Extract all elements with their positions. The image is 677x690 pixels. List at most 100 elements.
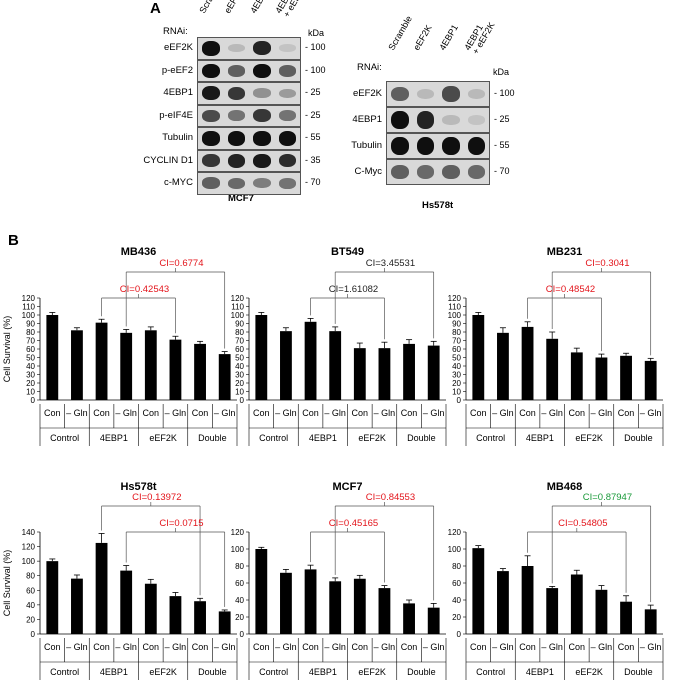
protein-band	[253, 131, 271, 146]
blot-strip	[197, 104, 301, 127]
molecular-weight-marker: - 55	[494, 140, 510, 150]
protein-band	[391, 86, 409, 102]
y-tick-label: 80	[452, 562, 461, 571]
bar	[546, 338, 559, 400]
y-tick-label: 60	[235, 345, 244, 354]
bar-condition-label: Con	[93, 408, 110, 418]
bar-condition-label: Con	[618, 408, 635, 418]
protein-band	[442, 164, 460, 180]
y-tick-label: 120	[231, 528, 245, 537]
molecular-weight-marker: - 55	[305, 132, 321, 143]
chart-title: BT549	[331, 246, 364, 258]
y-tick-label: 120	[22, 294, 36, 303]
hs578t-kda-label: kDa	[493, 67, 510, 77]
bar-condition-label: – Gln	[66, 642, 88, 652]
blot-strip	[197, 82, 301, 105]
y-tick-label: 20	[235, 613, 244, 622]
y-tick-label: 10	[452, 388, 461, 397]
bar	[255, 315, 268, 400]
bar-condition-label: – Gln	[374, 642, 396, 652]
bar	[46, 561, 59, 634]
bar-condition-label: – Gln	[591, 642, 613, 652]
bar-condition-label: – Gln	[66, 408, 88, 418]
blot-row-label: Tubulin	[162, 132, 193, 144]
group-label: 4EBP1	[100, 667, 128, 677]
group-label: 4EBP1	[526, 433, 554, 443]
y-tick-label: 50	[452, 354, 461, 363]
blot-row-label: 4EBP1	[352, 114, 382, 125]
bar	[95, 322, 108, 400]
bar-condition-label: Con	[401, 408, 418, 418]
protein-band	[227, 177, 245, 189]
group-label: Control	[50, 433, 79, 443]
blot-strip	[197, 127, 301, 150]
mcf7-rnai-label: RNAi:	[163, 26, 188, 37]
bar	[144, 330, 157, 400]
bar-condition-label: Con	[401, 642, 418, 652]
blot-strip	[386, 107, 490, 133]
group-label: eEF2K	[575, 667, 603, 677]
group-label: 4EBP1	[309, 433, 337, 443]
y-tick-label: 20	[26, 379, 35, 388]
molecular-weight-marker: - 25	[305, 109, 321, 120]
y-tick-label: 20	[26, 615, 35, 624]
protein-band	[253, 88, 271, 99]
molecular-weight-marker: - 100	[305, 64, 326, 75]
ci-annotation: CI=1.61082	[329, 284, 378, 295]
group-label: Double	[198, 433, 227, 443]
molecular-weight-marker: - 25	[494, 114, 510, 124]
bar	[378, 348, 391, 400]
bar	[620, 601, 632, 634]
y-tick-label: 30	[26, 371, 35, 380]
protein-band	[202, 154, 220, 168]
mcf7-western-blot: RNAi: kDa MCF7 ScrambleeEF2K4EBP14EBP1+ …	[0, 0, 340, 210]
y-tick-label: 0	[240, 630, 245, 639]
protein-band	[227, 110, 245, 122]
blot-strip	[386, 159, 490, 185]
y-tick-label: 100	[231, 311, 245, 320]
bar-condition-label: – Gln	[640, 642, 662, 652]
ci-annotation: CI=0.84553	[366, 492, 415, 503]
y-tick-label: 110	[231, 303, 244, 312]
bar	[120, 332, 133, 400]
protein-band	[391, 164, 409, 180]
y-tick-label: 30	[452, 371, 461, 380]
bar	[644, 360, 657, 400]
group-label: Control	[476, 433, 505, 443]
y-tick-label: 80	[235, 328, 244, 337]
bar-condition-label: Con	[192, 642, 209, 652]
y-tick-label: 10	[235, 388, 244, 397]
ci-annotation: CI=0.87947	[583, 492, 632, 503]
bar-condition-label: Con	[93, 642, 110, 652]
bar	[620, 355, 632, 400]
blot-row-label: CYCLIN D1	[143, 154, 193, 166]
group-label: Control	[50, 667, 79, 677]
blot-row-label: 4EBP1	[163, 87, 193, 99]
bar-condition-label: – Gln	[214, 642, 236, 652]
bar	[280, 572, 292, 634]
ci-annotation: CI=0.0715	[159, 518, 203, 529]
y-tick-label: 0	[457, 630, 462, 639]
group-label: eEF2K	[358, 433, 386, 443]
protein-band	[253, 109, 271, 123]
group-label: 4EBP1	[526, 667, 554, 677]
ci-annotation: CI=0.6774	[159, 258, 203, 269]
group-label: eEF2K	[575, 433, 603, 443]
bar-condition-label: Con	[253, 408, 270, 418]
protein-band	[227, 131, 245, 146]
y-tick-label: 40	[452, 596, 461, 605]
y-tick-label: 20	[452, 379, 461, 388]
bar	[329, 331, 342, 400]
molecular-weight-marker: - 35	[305, 154, 321, 165]
bar-condition-label: – Gln	[275, 642, 297, 652]
mcf7-kda-label: kDa	[308, 28, 325, 38]
bar-condition-label: – Gln	[640, 408, 662, 418]
y-tick-label: 60	[235, 579, 244, 588]
bar	[427, 345, 440, 400]
bar	[472, 315, 485, 400]
bar-condition-label: Con	[143, 408, 160, 418]
blot-strip	[386, 81, 490, 107]
protein-band	[416, 88, 434, 100]
molecular-weight-marker: - 70	[494, 166, 510, 176]
